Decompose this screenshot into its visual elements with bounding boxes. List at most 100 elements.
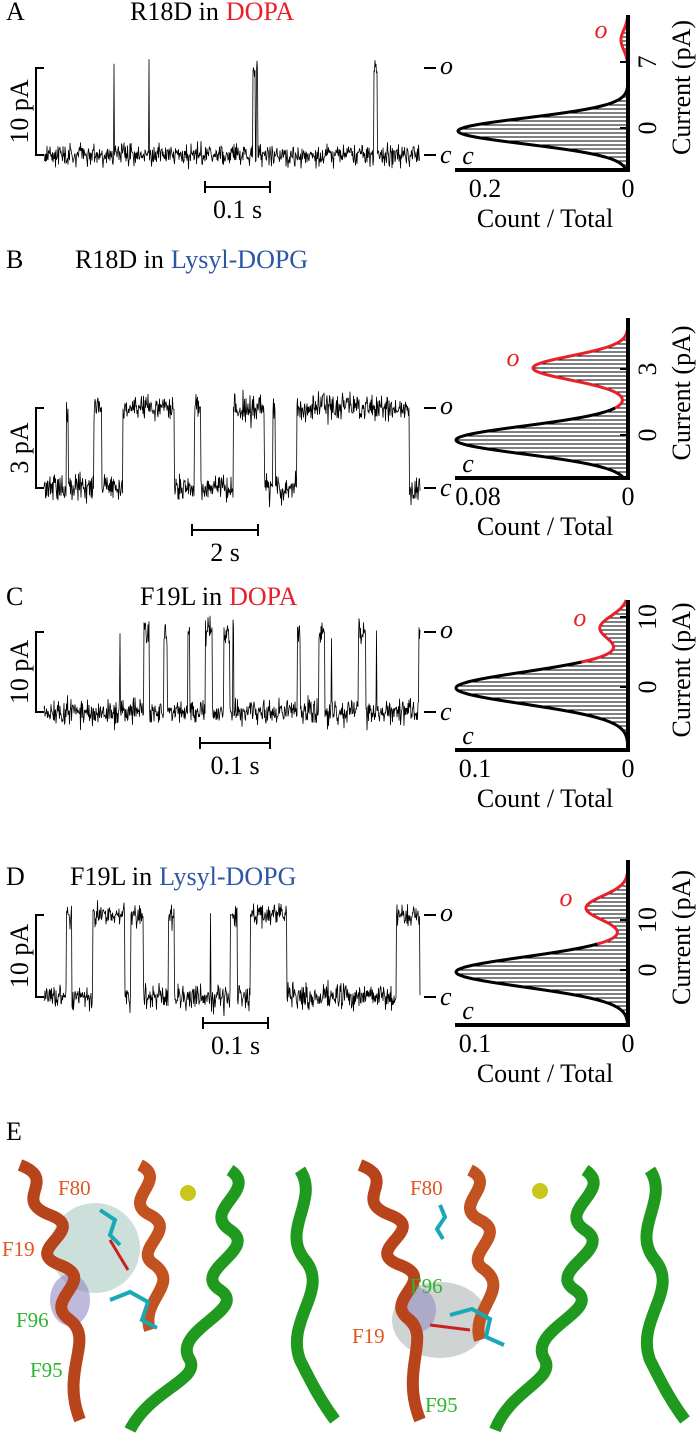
current-trace xyxy=(43,615,421,731)
time-scale-label: 0.1 s xyxy=(213,195,262,224)
panel-label: E xyxy=(6,1117,22,1146)
y-axis-label: Current (pA) xyxy=(667,602,696,737)
closed-fit xyxy=(454,406,625,480)
time-scale-label: 0.1 s xyxy=(211,1031,260,1060)
helix xyxy=(17,1159,86,1423)
helix xyxy=(357,1159,426,1423)
residue-label: F96 xyxy=(410,1274,443,1298)
helix xyxy=(124,1165,245,1433)
closed-level-label: c xyxy=(440,473,452,502)
panel-title: F19L in Lysyl-DOPG xyxy=(70,862,296,891)
x-axis-label: Count / Total xyxy=(477,784,613,813)
ion xyxy=(180,1185,196,1201)
x-tick-label: 0 xyxy=(622,754,635,783)
current-trace xyxy=(43,900,421,1017)
helix xyxy=(489,1165,600,1433)
y-axis-label: Current (pA) xyxy=(667,325,696,460)
time-scale-bar xyxy=(204,181,271,193)
hist-closed-label: c xyxy=(462,449,474,478)
title-text: R18D in xyxy=(130,0,219,26)
y-tick-label: 0 xyxy=(633,122,662,135)
closed-fit xyxy=(454,942,630,1026)
x-tick-label: 0 xyxy=(622,1029,635,1058)
x-axis-label: Count / Total xyxy=(477,204,613,233)
residue-label: F19 xyxy=(352,1324,385,1348)
time-scale-bar xyxy=(199,737,271,749)
ion xyxy=(532,1183,548,1199)
residue-label: F80 xyxy=(58,1176,91,1200)
side-chains xyxy=(98,1208,158,1330)
y-tick-label: 0 xyxy=(633,964,662,977)
panel-label: A xyxy=(6,0,25,26)
current-scale-bar xyxy=(35,914,44,998)
open-level-label: o xyxy=(440,51,453,80)
time-scale-label: 2 s xyxy=(210,538,240,567)
panel-label: B xyxy=(6,245,23,274)
residue-label: F96 xyxy=(16,1308,49,1332)
x-tick-label: 0.2 xyxy=(469,174,502,203)
closed-fit xyxy=(454,660,630,750)
lipid: DOPA xyxy=(229,582,298,611)
hist-open-label: o xyxy=(573,603,586,632)
y-tick-label: 10 xyxy=(633,604,662,630)
current-scale-bar xyxy=(35,631,44,713)
x-axis-label: Count / Total xyxy=(477,512,613,541)
title-text: F19L in xyxy=(70,862,152,891)
residue-label: F19 xyxy=(2,1237,35,1261)
panel-label: D xyxy=(6,862,25,891)
hist-open-label: o xyxy=(559,883,572,912)
open-level-label: o xyxy=(440,391,453,420)
current-scale-label: 3 pA xyxy=(5,422,34,474)
lipid: Lysyl-DOPG xyxy=(159,862,296,891)
y-tick-label: 3 xyxy=(633,363,662,376)
y-tick-label: 0 xyxy=(633,429,662,442)
closed-level-label: c xyxy=(440,982,452,1011)
open-level-label: o xyxy=(440,615,453,644)
closed-level-label: c xyxy=(440,140,452,169)
structure-right xyxy=(357,1159,690,1433)
hist-closed-label: c xyxy=(462,141,474,170)
hist-open-label: o xyxy=(506,343,519,372)
x-tick-label: 0.1 xyxy=(459,754,492,783)
lipid: DOPA xyxy=(226,0,295,26)
current-scale-bar xyxy=(35,407,44,489)
bond xyxy=(108,1239,130,1271)
current-trace xyxy=(43,389,421,508)
time-scale-bar xyxy=(191,524,259,536)
hist-closed-label: c xyxy=(462,721,474,750)
time-scale-bar xyxy=(202,1017,269,1029)
title-text: F19L in xyxy=(140,582,222,611)
panel-label: C xyxy=(6,582,23,611)
structure-images xyxy=(17,1159,690,1433)
current-trace xyxy=(43,59,420,170)
y-tick-label: 7 xyxy=(633,56,662,69)
x-tick-label: 0 xyxy=(622,482,635,511)
helix xyxy=(464,1164,500,1342)
current-scale-label: 10 pA xyxy=(5,79,34,144)
y-tick-label: 10 xyxy=(633,907,662,933)
y-tick-label: 0 xyxy=(633,681,662,694)
residue-label: F95 xyxy=(425,1393,458,1417)
x-tick-label: 0 xyxy=(622,174,635,203)
panel-title: R18D in Lysyl-DOPG xyxy=(75,245,308,274)
x-tick-label: 0.08 xyxy=(455,482,501,511)
hist-closed-label: c xyxy=(462,996,474,1025)
open-level-label: o xyxy=(440,898,453,927)
hist-open-label: o xyxy=(595,15,608,44)
current-scale-bar xyxy=(35,67,44,156)
open-fit xyxy=(581,599,628,664)
current-scale-label: 10 pA xyxy=(5,640,34,705)
y-axis-label: Current (pA) xyxy=(667,870,696,1005)
side-chains xyxy=(434,1204,505,1347)
panel-title: R18D in DOPA xyxy=(130,0,294,26)
x-axis-label: Count / Total xyxy=(477,1059,613,1088)
x-tick-label: 0.1 xyxy=(459,1029,492,1058)
y-axis-label: Current (pA) xyxy=(667,20,696,155)
current-scale-label: 10 pA xyxy=(5,924,34,989)
time-scale-label: 0.1 s xyxy=(210,751,259,780)
residue-label: F95 xyxy=(30,1358,63,1382)
structure-left xyxy=(17,1159,340,1433)
panel-title: F19L in DOPA xyxy=(140,582,298,611)
helix xyxy=(640,1166,690,1424)
